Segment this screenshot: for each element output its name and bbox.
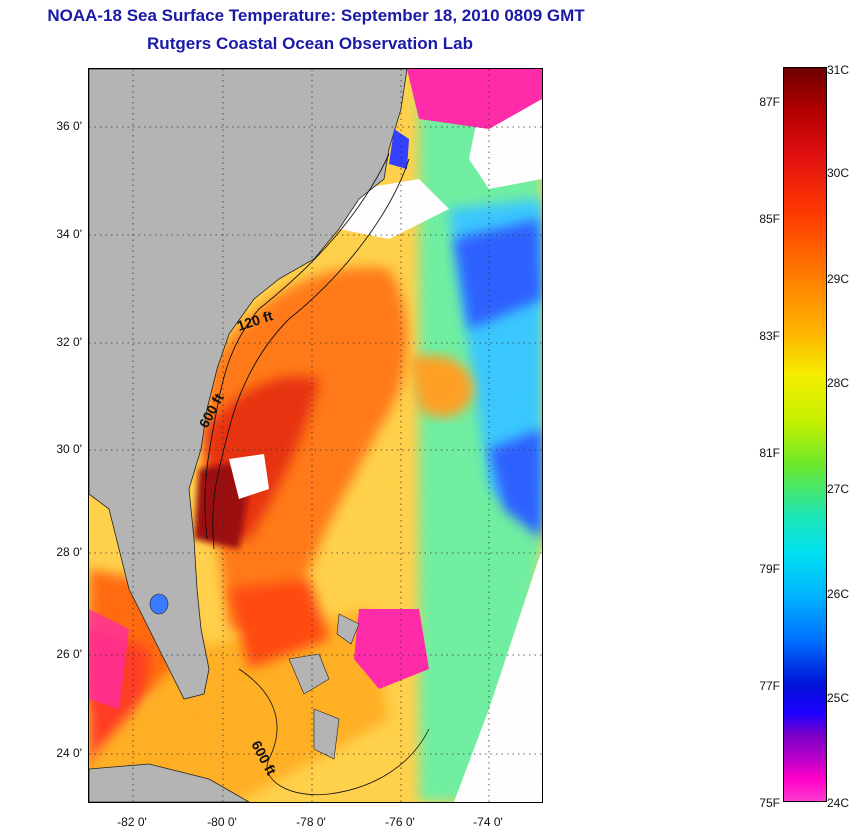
lat-label-26: 26 0' [56, 647, 82, 661]
colorbar-label-27c: 27C [827, 482, 850, 496]
isobath-120ft [204, 153, 390, 540]
graticule [89, 69, 542, 802]
isobath-600ft [212, 158, 410, 550]
colorbar-label-28c: 28C [827, 376, 850, 390]
lat-label-34: 34 0' [56, 227, 82, 241]
lat-label-30: 30 0' [56, 442, 82, 456]
sst-map-canvas: 120 ft 600 ft 600 ft [89, 69, 542, 802]
lon-label-76: -76 0' [385, 815, 415, 829]
lat-label-32: 32 0' [56, 335, 82, 349]
lon-label-82: -82 0' [117, 815, 147, 829]
colorbar-label-26c: 26C [827, 587, 850, 601]
lat-label-36: 36 0' [56, 119, 82, 133]
colorbar-label-87f: 87F [759, 95, 780, 109]
temperature-colorbar [783, 67, 827, 802]
land-cuba [89, 763, 250, 802]
lon-label-78: -78 0' [296, 815, 326, 829]
isobath-south [238, 668, 430, 796]
colorbar-label-83f: 83F [759, 329, 780, 343]
colorbar-label-31c: 31C [827, 63, 850, 77]
lon-label-74: -74 0' [473, 815, 503, 829]
land-mainland [89, 69, 408, 700]
lat-label-28: 28 0' [56, 545, 82, 559]
sound-water [389, 129, 409, 169]
land-bahamas-1 [288, 653, 330, 695]
lat-label-24: 24 0' [56, 746, 82, 760]
colorbar-label-24c: 24C [827, 796, 850, 810]
land-bahamas-3 [336, 613, 360, 645]
map-title: NOAA-18 Sea Surface Temperature: Septemb… [47, 6, 585, 25]
land-bahamas-2 [313, 708, 340, 760]
map-subtitle: Rutgers Coastal Ocean Observation Lab [147, 34, 473, 53]
lon-label-80: -80 0' [207, 815, 237, 829]
sst-map: 120 ft 600 ft 600 ft [88, 68, 543, 803]
colorbar-label-30c: 30C [827, 166, 850, 180]
colorbar-label-75f: 75F [759, 796, 780, 810]
colorbar-label-81f: 81F [759, 446, 780, 460]
colorbar-label-79f: 79F [759, 562, 780, 576]
colorbar-label-29c: 29C [827, 272, 850, 286]
lake-okeechobee [149, 593, 169, 615]
colorbar-label-25c: 25C [827, 691, 850, 705]
colorbar-label-85f: 85F [759, 212, 780, 226]
colorbar-label-77f: 77F [759, 679, 780, 693]
